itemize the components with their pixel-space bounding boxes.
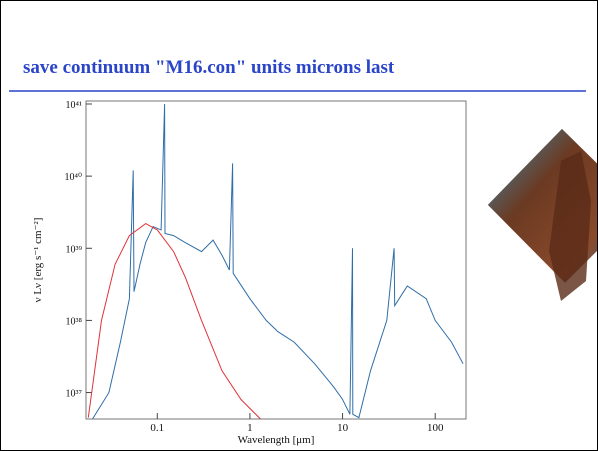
- x-tick-label: 100: [427, 422, 444, 434]
- x-tick-label: 1: [247, 422, 253, 434]
- x-tick-label: 0.1: [150, 422, 164, 434]
- y-tick-label: 10⁴¹: [66, 100, 82, 111]
- slide-title: save continuum "M16.con" units microns l…: [23, 57, 395, 78]
- pillar: [549, 151, 591, 301]
- x-tick-label: 10: [337, 422, 349, 434]
- y-tick-label: 10³⁸: [66, 316, 83, 327]
- y-tick-label: 10³⁹: [66, 244, 83, 255]
- y-tick-label: 10³⁷: [66, 389, 83, 400]
- series-line: [87, 223, 261, 420]
- x-axis-label: Wavelength [μm]: [238, 434, 315, 446]
- y-tick-label: 10⁴⁰: [65, 172, 83, 183]
- plot-frame: [85, 100, 467, 420]
- series-line: [92, 103, 464, 420]
- y-axis-label: ν Lν [erg s⁻¹ cm⁻²]: [32, 218, 44, 303]
